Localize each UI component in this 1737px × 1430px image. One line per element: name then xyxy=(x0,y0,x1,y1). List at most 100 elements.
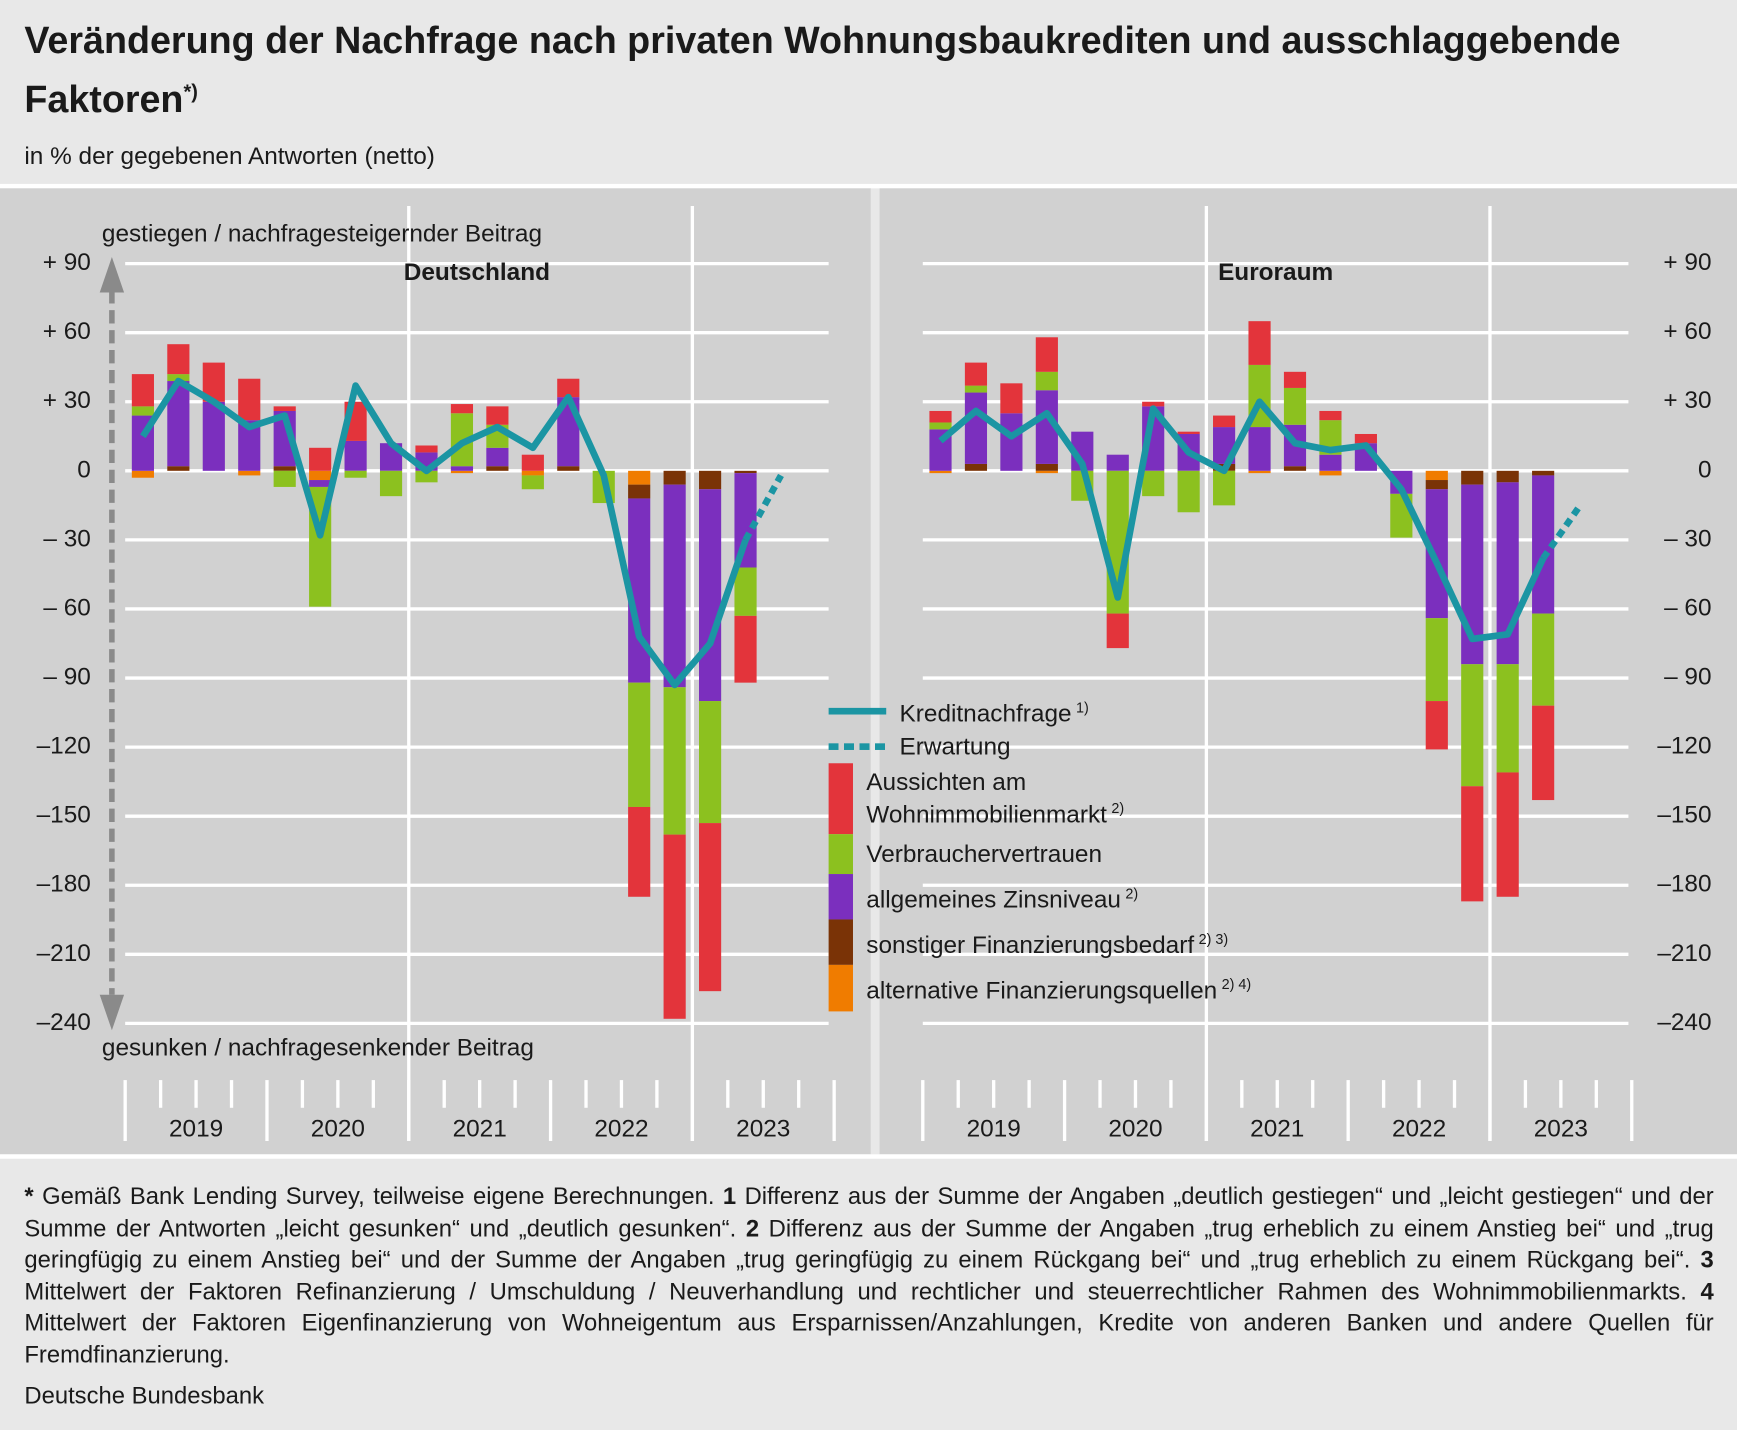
legend-label: Verbrauchervertrauen xyxy=(866,839,1103,868)
bar-segment xyxy=(1248,427,1271,471)
footnote-text: Mittelwert der Faktoren Refinanzierung /… xyxy=(24,1277,1687,1305)
bar-segment xyxy=(1496,772,1519,897)
bar-segment xyxy=(1106,454,1129,471)
footnotes: * Gemäß Bank Lending Survey, teilweise e… xyxy=(24,1181,1713,1370)
bar-segment xyxy=(238,470,261,476)
legend-text: Verbrauchervertrauen xyxy=(866,834,1102,874)
subtitle: in % der gegebenen Antworten (netto) xyxy=(24,141,435,170)
bar-segment xyxy=(379,470,403,497)
y-tick-label: –180 xyxy=(1657,871,1711,898)
legend-label: Erwartung xyxy=(899,732,1011,761)
footnote-text: Mittelwert der Faktoren Eigenfinanzierun… xyxy=(24,1309,1714,1368)
legend-swatch xyxy=(828,919,853,966)
y-tick-label: + 90 xyxy=(43,249,91,276)
title-text: Veränderung der Nachfrage nach privaten … xyxy=(24,19,1621,122)
panel-title: Deutschland xyxy=(404,259,550,286)
demand-line xyxy=(140,377,749,689)
footnote-mark: 4 xyxy=(1700,1277,1714,1305)
bar-segment xyxy=(1461,786,1484,902)
bar-segment xyxy=(238,420,261,471)
bar-segment xyxy=(1248,470,1271,474)
bar-segment xyxy=(273,406,296,411)
bar-segment xyxy=(1425,489,1448,619)
bar-segment xyxy=(1425,480,1448,490)
year-label: 2020 xyxy=(311,1115,365,1142)
year-label: 2022 xyxy=(594,1115,648,1142)
bar-segment xyxy=(309,480,332,487)
bar-segment xyxy=(663,834,686,1019)
bar-segment xyxy=(202,362,225,402)
bar-segment xyxy=(238,378,261,421)
legend-text: Kreditnachfrage 1) xyxy=(900,691,1089,730)
bar-segment xyxy=(1142,470,1165,497)
bar-segment xyxy=(1177,470,1200,513)
bar-segment xyxy=(557,466,580,471)
legend-text: alternative Finanzierungsquellen 2) 4) xyxy=(866,965,1251,1011)
bar-segment xyxy=(131,374,154,407)
bar-segment xyxy=(202,401,225,471)
title: Veränderung der Nachfrage nach privaten … xyxy=(24,16,1719,126)
y-tick-label: – 30 xyxy=(43,525,90,552)
footnote-mark: * xyxy=(24,1183,34,1210)
bar-segment xyxy=(1354,433,1377,444)
bar-segment xyxy=(964,463,988,471)
legend-item: alternative Finanzierungsquellen 2) 4) xyxy=(828,965,1251,1012)
year-label: 2022 xyxy=(1392,1115,1446,1142)
legend-note: 1) xyxy=(1076,699,1089,716)
y-tick-label: – 60 xyxy=(43,594,90,621)
bar-segment xyxy=(1177,431,1200,434)
y-tick-label: –240 xyxy=(1657,1009,1711,1036)
bar-segment xyxy=(734,567,757,616)
year-label: 2021 xyxy=(1250,1115,1304,1142)
bar-segment xyxy=(1248,321,1271,365)
legend-line xyxy=(828,707,887,715)
y-tick-label: + 60 xyxy=(43,318,91,345)
y-tick-label: –150 xyxy=(37,802,91,829)
y-tick-label: – 30 xyxy=(1664,525,1711,552)
bar-segment xyxy=(628,498,651,683)
y-tick-label: –210 xyxy=(37,940,91,967)
year-label: 2019 xyxy=(967,1115,1021,1142)
year-label: 2021 xyxy=(453,1115,507,1142)
bar-segment xyxy=(1283,387,1307,425)
legend-item: Verbrauchervertrauen xyxy=(828,833,1252,874)
legend-label: alternative Finanzierungsquellen xyxy=(866,976,1218,1005)
bar-segment xyxy=(309,470,332,481)
bar-segment xyxy=(486,466,509,471)
legend-text: allgemeines Zinsniveau 2) xyxy=(866,874,1138,920)
footnote-mark: 2 xyxy=(745,1214,760,1242)
bar-segment xyxy=(1425,701,1448,750)
bar-segment xyxy=(415,445,438,453)
y-tick-label: –210 xyxy=(1657,940,1711,967)
bar-segment xyxy=(734,473,757,568)
bar-segment xyxy=(450,470,474,474)
bar-segment xyxy=(131,406,154,416)
legend: Kreditnachfrage 1) Erwartung Aussichten am … xyxy=(828,691,1252,1012)
bar-segment xyxy=(1532,705,1555,801)
bar-segment xyxy=(1035,371,1058,391)
legend-label: sonstiger Finanzierungsbedarf xyxy=(866,930,1195,959)
bar-segment xyxy=(450,404,474,414)
bar-segment xyxy=(1035,337,1058,372)
legend-text: Aussichten am Wohnimmobilienmarkt 2) xyxy=(866,764,1187,834)
bar-segment xyxy=(699,823,722,992)
legend-item: sonstiger Finanzierungsbedarf 2) 3) xyxy=(828,919,1252,966)
bar-segment xyxy=(1461,664,1484,787)
panel-title: Euroraum xyxy=(1218,259,1333,286)
bar-segment xyxy=(344,470,367,478)
legend-swatch xyxy=(828,763,853,834)
bar-segment xyxy=(486,406,509,425)
bar-segment xyxy=(1532,613,1555,706)
bar-segment xyxy=(1213,415,1236,428)
bar-segment xyxy=(1000,383,1023,414)
legend-note: 2) xyxy=(1111,800,1125,817)
source: Deutsche Bundesbank xyxy=(24,1382,265,1410)
bar-segment xyxy=(1283,466,1307,471)
bar-segment xyxy=(734,615,757,683)
year-label: 2019 xyxy=(169,1115,223,1142)
y-label-bottom: gesunken / nachfragesenkender Beitrag xyxy=(102,1035,534,1062)
bar-segment xyxy=(964,385,988,393)
bar-segment xyxy=(131,470,154,478)
